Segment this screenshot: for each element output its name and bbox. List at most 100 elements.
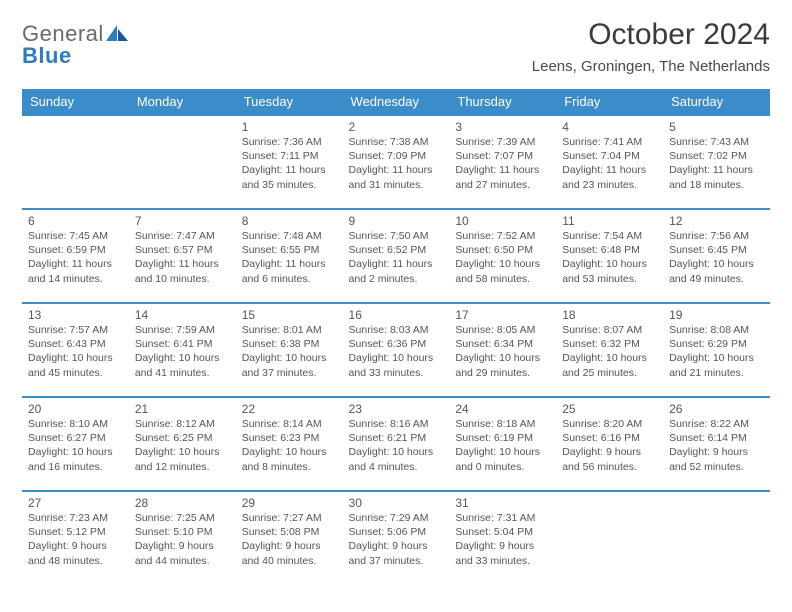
calendar-day-cell: 20Sunrise: 8:10 AMSunset: 6:27 PMDayligh… — [22, 397, 129, 491]
day-number: 22 — [242, 402, 337, 416]
calendar-week-row: 20Sunrise: 8:10 AMSunset: 6:27 PMDayligh… — [22, 397, 770, 491]
day-sunrise: Sunrise: 8:05 AM — [455, 323, 550, 337]
sail-right-icon — [118, 29, 128, 41]
day-number: 10 — [455, 214, 550, 228]
day-number: 13 — [28, 308, 123, 322]
day-sunrise: Sunrise: 8:10 AM — [28, 417, 123, 431]
day-number: 21 — [135, 402, 230, 416]
day-day1: Daylight: 10 hours — [349, 351, 444, 365]
calendar-day-cell: 28Sunrise: 7:25 AMSunset: 5:10 PMDayligh… — [129, 491, 236, 584]
calendar-header-row: SundayMondayTuesdayWednesdayThursdayFrid… — [22, 89, 770, 115]
calendar-header-cell: Sunday — [22, 89, 129, 115]
calendar-day-cell: 25Sunrise: 8:20 AMSunset: 6:16 PMDayligh… — [556, 397, 663, 491]
day-number: 1 — [242, 120, 337, 134]
day-day2: and 52 minutes. — [669, 460, 764, 474]
day-sunrise: Sunrise: 8:14 AM — [242, 417, 337, 431]
day-number: 20 — [28, 402, 123, 416]
calendar-day-cell: 2Sunrise: 7:38 AMSunset: 7:09 PMDaylight… — [343, 115, 450, 209]
day-sunrise: Sunrise: 8:08 AM — [669, 323, 764, 337]
day-number: 8 — [242, 214, 337, 228]
day-number: 9 — [349, 214, 444, 228]
calendar-day-cell: 31Sunrise: 7:31 AMSunset: 5:04 PMDayligh… — [449, 491, 556, 584]
calendar-header-cell: Thursday — [449, 89, 556, 115]
day-day2: and 31 minutes. — [349, 178, 444, 192]
day-day2: and 37 minutes. — [349, 554, 444, 568]
page: General Blue October 2024 Leens, Groning… — [0, 0, 792, 612]
day-sunrise: Sunrise: 7:31 AM — [455, 511, 550, 525]
calendar-header-cell: Monday — [129, 89, 236, 115]
day-day1: Daylight: 11 hours — [28, 257, 123, 271]
day-day1: Daylight: 11 hours — [349, 163, 444, 177]
day-sunset: Sunset: 6:21 PM — [349, 431, 444, 445]
calendar-day-cell: 9Sunrise: 7:50 AMSunset: 6:52 PMDaylight… — [343, 209, 450, 303]
day-sunset: Sunset: 6:25 PM — [135, 431, 230, 445]
day-number: 7 — [135, 214, 230, 228]
logo: General Blue — [22, 24, 128, 67]
day-day2: and 33 minutes. — [455, 554, 550, 568]
logo-word1: General — [22, 21, 104, 46]
calendar-day-cell: 18Sunrise: 8:07 AMSunset: 6:32 PMDayligh… — [556, 303, 663, 397]
day-number: 26 — [669, 402, 764, 416]
day-day2: and 14 minutes. — [28, 272, 123, 286]
day-day2: and 58 minutes. — [455, 272, 550, 286]
day-sunset: Sunset: 7:02 PM — [669, 149, 764, 163]
day-sunset: Sunset: 6:55 PM — [242, 243, 337, 257]
day-number: 31 — [455, 496, 550, 510]
day-sunrise: Sunrise: 8:07 AM — [562, 323, 657, 337]
day-day2: and 8 minutes. — [242, 460, 337, 474]
day-number: 24 — [455, 402, 550, 416]
calendar-day-cell — [22, 115, 129, 209]
calendar-header-cell: Saturday — [663, 89, 770, 115]
day-sunset: Sunset: 6:57 PM — [135, 243, 230, 257]
day-day2: and 29 minutes. — [455, 366, 550, 380]
day-day1: Daylight: 10 hours — [242, 351, 337, 365]
calendar-day-cell — [663, 491, 770, 584]
day-sunrise: Sunrise: 7:57 AM — [28, 323, 123, 337]
day-sunset: Sunset: 6:45 PM — [669, 243, 764, 257]
day-sunrise: Sunrise: 7:36 AM — [242, 135, 337, 149]
calendar-day-cell — [129, 115, 236, 209]
day-day2: and 16 minutes. — [28, 460, 123, 474]
day-sunrise: Sunrise: 7:54 AM — [562, 229, 657, 243]
day-day2: and 25 minutes. — [562, 366, 657, 380]
day-day2: and 23 minutes. — [562, 178, 657, 192]
calendar-day-cell: 12Sunrise: 7:56 AMSunset: 6:45 PMDayligh… — [663, 209, 770, 303]
day-sunset: Sunset: 6:36 PM — [349, 337, 444, 351]
day-number: 18 — [562, 308, 657, 322]
day-day1: Daylight: 9 hours — [455, 539, 550, 553]
day-sunset: Sunset: 6:43 PM — [28, 337, 123, 351]
calendar-week-row: 27Sunrise: 7:23 AMSunset: 5:12 PMDayligh… — [22, 491, 770, 584]
day-number: 23 — [349, 402, 444, 416]
day-day1: Daylight: 11 hours — [562, 163, 657, 177]
day-number: 27 — [28, 496, 123, 510]
day-day2: and 56 minutes. — [562, 460, 657, 474]
day-day2: and 44 minutes. — [135, 554, 230, 568]
calendar-day-cell: 11Sunrise: 7:54 AMSunset: 6:48 PMDayligh… — [556, 209, 663, 303]
calendar-day-cell: 19Sunrise: 8:08 AMSunset: 6:29 PMDayligh… — [663, 303, 770, 397]
calendar-day-cell — [556, 491, 663, 584]
day-sunrise: Sunrise: 8:16 AM — [349, 417, 444, 431]
day-sunset: Sunset: 7:11 PM — [242, 149, 337, 163]
location: Leens, Groningen, The Netherlands — [532, 58, 770, 75]
day-day2: and 45 minutes. — [28, 366, 123, 380]
day-number: 14 — [135, 308, 230, 322]
day-day1: Daylight: 11 hours — [349, 257, 444, 271]
day-sunrise: Sunrise: 8:18 AM — [455, 417, 550, 431]
logo-sail-icon — [106, 25, 128, 46]
day-day2: and 35 minutes. — [242, 178, 337, 192]
day-sunset: Sunset: 6:59 PM — [28, 243, 123, 257]
calendar-day-cell: 15Sunrise: 8:01 AMSunset: 6:38 PMDayligh… — [236, 303, 343, 397]
calendar-day-cell: 14Sunrise: 7:59 AMSunset: 6:41 PMDayligh… — [129, 303, 236, 397]
day-sunrise: Sunrise: 8:03 AM — [349, 323, 444, 337]
day-sunset: Sunset: 6:41 PM — [135, 337, 230, 351]
day-day1: Daylight: 10 hours — [349, 445, 444, 459]
day-day1: Daylight: 10 hours — [455, 445, 550, 459]
sail-left-icon — [106, 25, 117, 41]
day-number: 3 — [455, 120, 550, 134]
day-sunrise: Sunrise: 8:20 AM — [562, 417, 657, 431]
day-sunrise: Sunrise: 7:48 AM — [242, 229, 337, 243]
calendar-day-cell: 6Sunrise: 7:45 AMSunset: 6:59 PMDaylight… — [22, 209, 129, 303]
day-day2: and 6 minutes. — [242, 272, 337, 286]
day-day1: Daylight: 9 hours — [28, 539, 123, 553]
day-day1: Daylight: 11 hours — [242, 163, 337, 177]
